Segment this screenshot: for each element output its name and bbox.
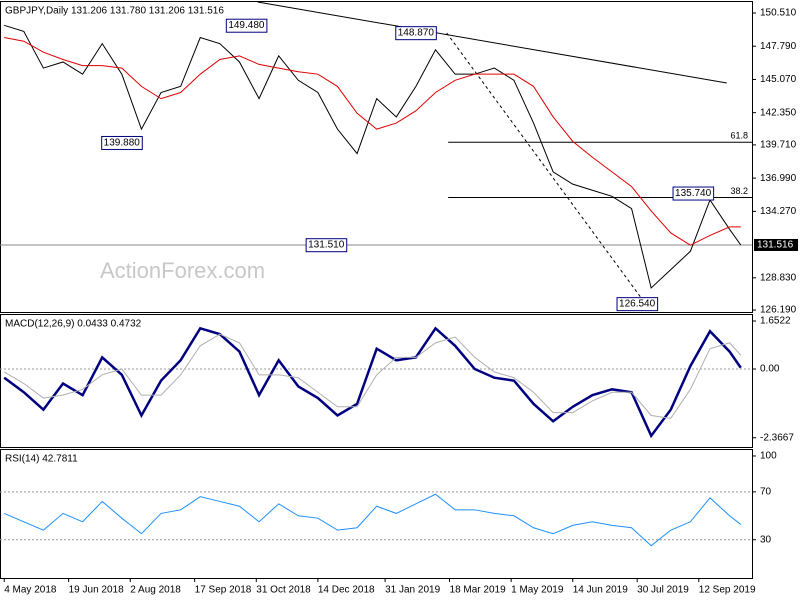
y-tick-label: 70 [760,487,772,498]
annotation-label: 149.480 [228,20,265,31]
y-tick-label: 0.00 [760,364,780,375]
y-tick-label: 126.190 [760,305,797,316]
annotation-label: 131.510 [308,240,345,251]
panel-title: GBPJPY,Daily 131.206 131.780 131.206 131… [5,6,224,17]
watermark: ActionForex.com [100,258,265,283]
y-tick-label: 147.790 [760,41,797,52]
annotation-label: 139.880 [104,137,141,148]
annotation-box [225,18,268,33]
annotation-box [101,135,143,150]
series-line [3,326,742,439]
x-tick-label: 31 Jan 2019 [385,585,440,596]
x-tick-label: 14 Jun 2019 [573,585,628,596]
annotation-box [616,297,659,312]
y-tick-label: 30 [760,534,772,545]
annotation-label: 135.740 [675,188,712,199]
panel-title: RSI(14) 42.7811 [5,454,78,465]
x-tick-label: 12 Sep 2019 [699,585,756,596]
x-tick-label: 31 Oct 2018 [256,585,311,596]
y-tick-label: 1.6522 [760,316,791,327]
annotation-label: 126.540 [619,299,656,310]
x-tick-label: 17 Sep 2018 [195,585,252,596]
y-tick-label: -2.3667 [760,432,794,443]
series-line [4,493,742,547]
retracement-path [446,32,648,307]
x-tick-label: 18 Mar 2019 [450,585,507,596]
last-price-label: 131.516 [757,240,794,251]
x-tick-label: 4 May 2018 [4,585,57,596]
y-tick-label: 145.070 [760,74,797,85]
annotation-box [305,238,348,253]
last-price-box [754,238,798,251]
y-tick-label: 150.510 [760,8,797,19]
y-tick-label: 136.990 [760,173,797,184]
fib-label: 38.2 [730,186,748,196]
series-line [4,24,742,289]
panel-title: MACD(12,26,9) 0.0433 0.4732 [5,319,142,330]
panel-frame [0,449,753,579]
y-tick-label: 142.350 [760,107,797,118]
trendline [257,1,727,84]
y-tick-label: 128.830 [760,272,797,283]
x-tick-label: 30 Jul 2019 [637,585,689,596]
y-tick-label: 139.710 [760,140,797,151]
annotation-box [395,26,437,41]
fib-label: 61.8 [730,131,748,141]
x-tick-label: 2 Aug 2018 [130,585,181,596]
annotation-label: 148.870 [398,28,435,39]
y-tick-label: 134.270 [760,206,797,217]
series-line [4,37,741,246]
y-tick-label: 100 [760,451,777,462]
annotation-box [672,186,715,201]
panel-frame [0,314,753,448]
x-tick-label: 1 May 2019 [511,585,564,596]
series-line [3,333,742,419]
x-tick-label: 14 Dec 2018 [318,585,375,596]
panel-frame [0,1,753,313]
x-tick-label: 19 Jun 2018 [69,585,124,596]
